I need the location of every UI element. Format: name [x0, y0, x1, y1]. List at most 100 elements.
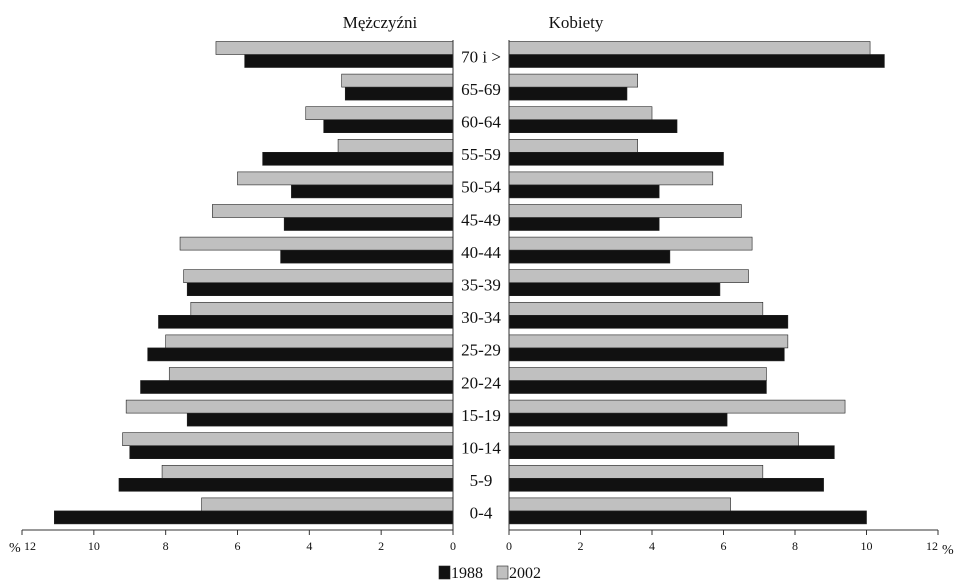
legend-swatch-2002 [496, 565, 509, 580]
age-group-label: 30-34 [461, 308, 501, 327]
bar-men-2002-55-59 [337, 139, 454, 153]
bar-men-2002-70 i > [215, 41, 454, 55]
bar-women-1988-30-34 [508, 314, 789, 329]
bar-women-1988-55-59 [508, 152, 724, 166]
bar-men-1988-65-69 [344, 86, 454, 101]
bar-men-2002-30-34 [190, 301, 454, 316]
bar-women-1988-50-54 [508, 184, 660, 199]
bar-men-2002-50-54 [237, 171, 454, 186]
bar-women-2002-45-49 [508, 204, 742, 218]
bar-men-2002-40-44 [179, 236, 454, 251]
age-group-label: 65-69 [461, 80, 501, 99]
bar-men-1988-15-19 [186, 412, 454, 427]
bar-men-2002-45-49 [212, 204, 454, 218]
bar-women-2002-10-14 [508, 432, 799, 447]
bar-women-1988-40-44 [508, 249, 671, 264]
bar-women-2002-40-44 [508, 236, 753, 251]
left-axis-tick-label: 6 [235, 539, 241, 553]
right-axis-tick-label: 10 [861, 539, 873, 553]
bar-men-2002-65-69 [341, 73, 454, 88]
right-axis-tick-label: 12 [926, 539, 938, 553]
left-axis-tick-label: 10 [88, 539, 100, 553]
right-axis-tick-label: 4 [649, 539, 655, 553]
bar-men-1988-5-9 [118, 477, 454, 492]
bar-women-2002-25-29 [508, 334, 789, 349]
bar-women-2002-35-39 [508, 269, 749, 284]
bar-women-2002-65-69 [508, 73, 638, 88]
bar-men-1988-50-54 [291, 184, 454, 199]
age-group-label: 0-4 [470, 504, 493, 523]
bar-women-2002-70 i > [508, 41, 871, 55]
right-axis-tick-label: 6 [721, 539, 727, 553]
bar-women-1988-45-49 [508, 217, 660, 231]
right-axis-unit-label: % [942, 543, 954, 558]
age-group-label: 20-24 [461, 373, 501, 392]
bar-men-1988-40-44 [280, 249, 454, 264]
bar-men-1988-10-14 [129, 445, 454, 460]
age-group-label: 15-19 [461, 406, 501, 425]
bar-women-1988-5-9 [508, 477, 824, 492]
axes-layer: 0 2 4 6 8 10 12 0 2 4 6 8 10 12%% [9, 40, 954, 558]
bar-women-1988-65-69 [508, 86, 628, 101]
bar-women-1988-25-29 [508, 347, 785, 362]
bar-men-2002-10-14 [122, 432, 454, 447]
left-axis-tick-label: 2 [378, 539, 384, 553]
bar-men-1988-30-34 [158, 314, 454, 329]
left-axis-tick-label: 4 [306, 539, 312, 553]
bar-women-1988-15-19 [508, 412, 728, 427]
age-group-label: 5-9 [470, 471, 493, 490]
bar-men-1988-20-24 [140, 380, 454, 394]
bar-women-1988-0-4 [508, 510, 867, 525]
bar-men-1988-60-64 [323, 119, 454, 133]
left-axis-tick-label: 0 [450, 539, 456, 553]
bar-women-2002-5-9 [508, 464, 764, 479]
bar-men-2002-5-9 [161, 464, 454, 479]
age-labels-layer: 0-4 5-9 10-14 15-19 20-24 25-29 30-34 35-39 40-4… [461, 47, 501, 522]
bar-men-1988-70 i > [244, 54, 454, 68]
age-group-label: 50-54 [461, 178, 501, 197]
bar-women-2002-30-34 [508, 301, 764, 316]
bar-men-1988-25-29 [147, 347, 454, 362]
bar-women-2002-55-59 [508, 139, 638, 153]
bar-men-2002-60-64 [305, 106, 454, 120]
bar-men-2002-35-39 [183, 269, 454, 284]
bar-women-1988-60-64 [508, 119, 678, 133]
bar-women-1988-10-14 [508, 445, 835, 460]
age-group-label: 60-64 [461, 113, 501, 132]
right-axis-tick-label: 8 [792, 539, 798, 553]
left-axis-tick-label: 12 [24, 539, 36, 553]
legend-label-1988: 1988 [451, 565, 483, 582]
bar-men-1988-55-59 [262, 152, 454, 166]
bar-men-2002-15-19 [125, 399, 454, 414]
bar-women-1988-70 i > [508, 54, 885, 68]
age-group-label: 55-59 [461, 145, 501, 164]
bar-women-2002-60-64 [508, 106, 653, 120]
bar-men-1988-0-4 [54, 510, 454, 525]
bar-men-2002-20-24 [168, 367, 454, 381]
bar-women-2002-50-54 [508, 171, 714, 186]
bar-women-2002-0-4 [508, 497, 731, 512]
legend-label-2002: 2002 [509, 565, 541, 582]
age-group-label: 35-39 [461, 276, 501, 295]
left-axis-unit-label: % [9, 541, 21, 556]
bar-men-2002-0-4 [201, 497, 454, 512]
bar-women-2002-20-24 [508, 367, 767, 381]
bar-women-2002-15-19 [508, 399, 846, 414]
right-axis-tick-label: 0 [506, 539, 512, 553]
bars-layer [54, 41, 885, 525]
age-group-label: 10-14 [461, 439, 501, 458]
bar-men-1988-45-49 [283, 217, 454, 231]
bar-men-1988-35-39 [186, 282, 454, 297]
age-group-label: 45-49 [461, 210, 501, 229]
left-axis-tick-label: 8 [163, 539, 169, 553]
right-panel-title: Kobiety [549, 13, 604, 32]
bar-women-1988-35-39 [508, 282, 721, 297]
age-group-label: 70 i > [461, 47, 501, 66]
bar-women-1988-20-24 [508, 380, 767, 394]
legend-swatch-1988 [438, 565, 451, 580]
age-group-label: 25-29 [461, 341, 501, 360]
legend: 1988 2002 [438, 565, 541, 582]
bar-men-2002-25-29 [165, 334, 454, 349]
